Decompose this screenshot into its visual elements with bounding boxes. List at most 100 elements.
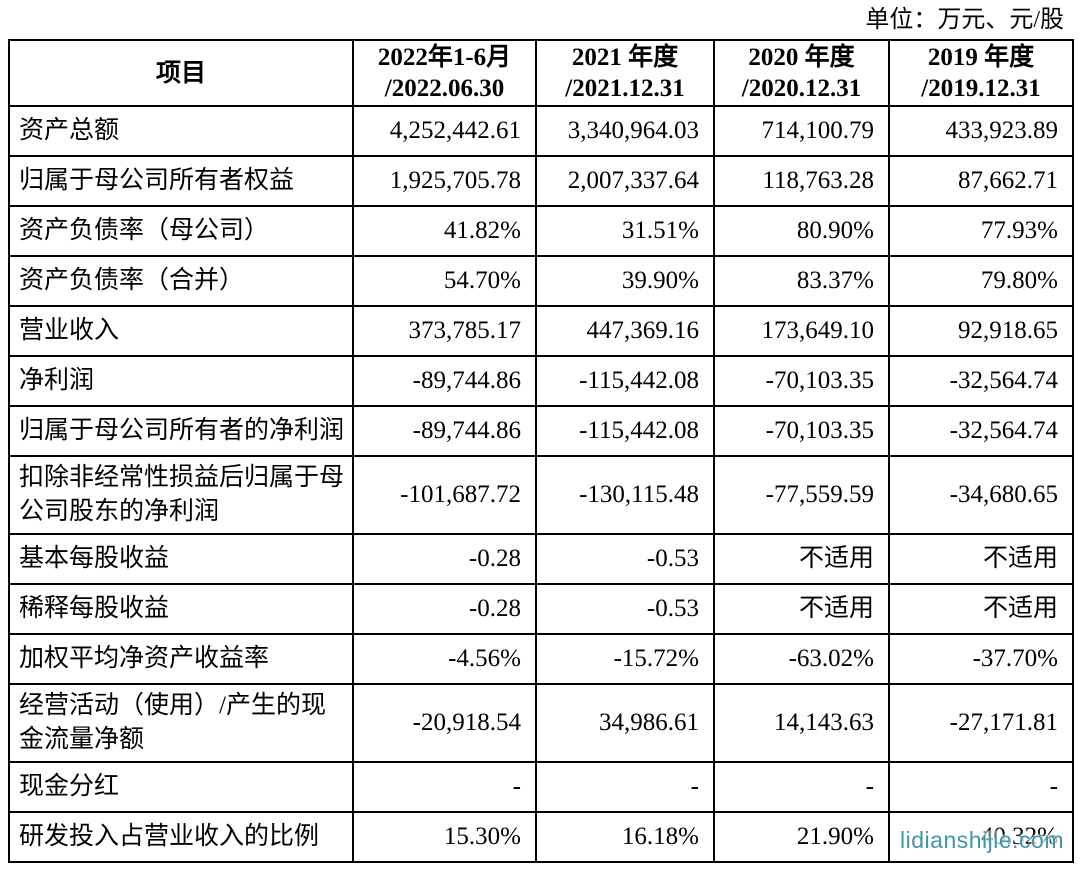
cell-value-2022: 4,252,442.61 [352,105,537,157]
cell-value-2021: -15.72% [535,633,715,685]
table-row: 归属于母公司所有者权益 1,925,705.78 2,007,337.64 11… [8,155,1074,207]
table-row: 研发投入占营业收入的比例 15.30% 16.18% 21.90% 40.32% [8,811,1074,863]
cell-value-2022: -101,687.72 [352,455,537,535]
cell-value-2020: 80.90% [713,205,890,257]
table-row: 基本每股收益 -0.28 -0.53 不适用 不适用 [8,533,1074,585]
cell-value-2020: 118,763.28 [713,155,890,207]
header-period-2021: 2021 年度 /2021.12.31 [535,39,715,107]
cell-value-2019: 92,918.65 [888,305,1074,357]
cell-value-2020: -77,559.59 [713,455,890,535]
cell-value-2020: 83.37% [713,255,890,307]
unit-label: 单位：万元、元/股 [865,7,1064,33]
cell-value-2019: -34,680.65 [888,455,1074,535]
cell-value-2022: 373,785.17 [352,305,537,357]
table-row: 归属于母公司所有者的净利润 -89,744.86 -115,442.08 -70… [8,405,1074,457]
row-label: 稀释每股收益 [8,583,354,635]
cell-value-2021: - [535,761,715,813]
row-label: 基本每股收益 [8,533,354,585]
cell-value-2020: 173,649.10 [713,305,890,357]
cell-value-2020: 14,143.63 [713,683,890,763]
cell-value-2019: 79.80% [888,255,1074,307]
cell-value-2022: - [352,761,537,813]
cell-value-2022: -0.28 [352,533,537,585]
header-period-line2: /2020.12.31 [741,75,862,102]
cell-value-2019: -27,171.81 [888,683,1074,763]
header-period-2019: 2019 年度 /2019.12.31 [888,39,1074,107]
header-period-line1: 2020 年度 [748,44,855,71]
row-label: 净利润 [8,355,354,407]
cell-value-2019: -37.70% [888,633,1074,685]
cell-value-2019: 77.93% [888,205,1074,257]
cell-value-2021: -130,115.48 [535,455,715,535]
table-row: 现金分红 - - - - [8,761,1074,813]
header-period-line1: 2021 年度 [571,44,679,71]
cell-value-2019: 87,662.71 [888,155,1074,207]
row-label: 资产总额 [8,105,354,157]
cell-value-2022: 41.82% [352,205,537,257]
row-label: 归属于母公司所有者权益 [8,155,354,207]
row-label: 扣除非经常性损益后归属于母公司股东的净利润 [8,455,354,535]
row-label: 经营活动（使用）/产生的现金流量净额 [8,683,354,763]
cell-value-2021: -115,442.08 [535,355,715,407]
table-row: 资产总额 4,252,442.61 3,340,964.03 714,100.7… [8,105,1074,157]
row-label: 归属于母公司所有者的净利润 [8,405,354,457]
header-period-line2: /2022.06.30 [384,75,505,102]
table-row: 经营活动（使用）/产生的现金流量净额 -20,918.54 34,986.61 … [8,683,1074,763]
cell-value-2022: -20,918.54 [352,683,537,763]
header-item-label: 项目 [155,59,206,87]
header-period-line1: 2022年1-6月 [377,44,512,71]
cell-value-2020: -70,103.35 [713,405,890,457]
table-row: 资产负债率（母公司） 41.82% 31.51% 80.90% 77.93% [8,205,1074,257]
cell-value-2021: -0.53 [535,533,715,585]
cell-value-2019: 433,923.89 [888,105,1074,157]
table-row: 净利润 -89,744.86 -115,442.08 -70,103.35 -3… [8,355,1074,407]
table-body: 资产总额 4,252,442.61 3,340,964.03 714,100.7… [8,105,1074,863]
cell-value-2021: 31.51% [535,205,715,257]
table-row: 稀释每股收益 -0.28 -0.53 不适用 不适用 [8,583,1074,635]
header-period-line1: 2019 年度 [927,44,1035,71]
row-label: 现金分红 [8,761,354,813]
cell-value-2019: -32,564.74 [888,355,1074,407]
cell-value-2021: -0.53 [535,583,715,635]
cell-value-2022: 1,925,705.78 [352,155,537,207]
row-label: 资产负债率（合并） [8,255,354,307]
table-row: 扣除非经常性损益后归属于母公司股东的净利润 -101,687.72 -130,1… [8,455,1074,535]
cell-value-2021: 3,340,964.03 [535,105,715,157]
cell-value-2021: 16.18% [535,811,715,863]
header-period-line2: /2021.12.31 [565,75,685,102]
cell-value-2022: -4.56% [352,633,537,685]
cell-value-2022: 15.30% [352,811,537,863]
cell-value-2020: -63.02% [713,633,890,685]
cell-value-2020: -70,103.35 [713,355,890,407]
financial-summary-table: 项目 2022年1-6月 /2022.06.30 2021 年度 /2021.1… [8,39,1074,863]
cell-value-2022: -89,744.86 [352,355,537,407]
cell-value-2019: 40.32% [888,811,1074,863]
table-row: 资产负债率（合并） 54.70% 39.90% 83.37% 79.80% [8,255,1074,307]
header-item: 项目 [8,39,354,107]
cell-value-2021: 447,369.16 [535,305,715,357]
cell-value-2020: 不适用 [713,583,890,635]
cell-value-2019: 不适用 [888,533,1074,585]
cell-value-2021: 34,986.61 [535,683,715,763]
table-row: 加权平均净资产收益率 -4.56% -15.72% -63.02% -37.70… [8,633,1074,685]
row-label: 资产负债率（母公司） [8,205,354,257]
site-watermark: lidianshijie.com [900,827,1064,853]
cell-value-2021: 2,007,337.64 [535,155,715,207]
row-label: 营业收入 [8,305,354,357]
cell-value-2020: 714,100.79 [713,105,890,157]
row-label: 加权平均净资产收益率 [8,633,354,685]
cell-value-2022: 54.70% [352,255,537,307]
header-row: 项目 2022年1-6月 /2022.06.30 2021 年度 /2021.1… [8,39,1074,107]
cell-value-2020: 不适用 [713,533,890,585]
cell-value-2021: -115,442.08 [535,405,715,457]
table-row: 营业收入 373,785.17 447,369.16 173,649.10 92… [8,305,1074,357]
cell-value-2019: -32,564.74 [888,405,1074,457]
cell-value-2019: 不适用 [888,583,1074,635]
cell-value-2020: - [713,761,890,813]
cell-value-2022: -89,744.86 [352,405,537,457]
table-header: 项目 2022年1-6月 /2022.06.30 2021 年度 /2021.1… [8,39,1074,107]
cell-value-2019: - [888,761,1074,813]
row-label: 研发投入占营业收入的比例 [8,811,354,863]
header-period-2020: 2020 年度 /2020.12.31 [713,39,890,107]
